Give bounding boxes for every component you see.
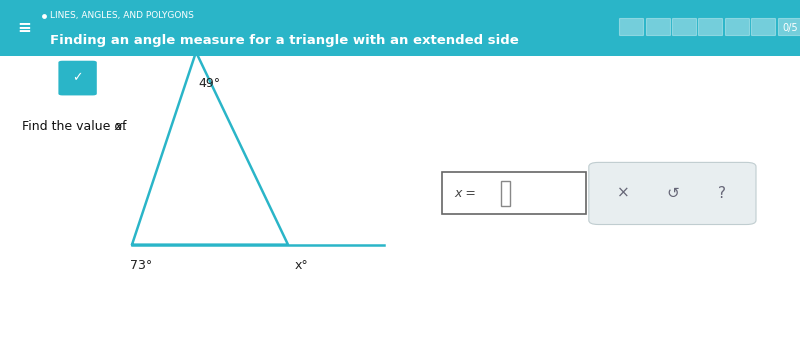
FancyBboxPatch shape bbox=[442, 172, 586, 214]
FancyBboxPatch shape bbox=[725, 18, 749, 35]
Text: LINES, ANGLES, AND POLYGONS: LINES, ANGLES, AND POLYGONS bbox=[50, 11, 194, 20]
FancyBboxPatch shape bbox=[0, 0, 800, 56]
Text: ≡: ≡ bbox=[18, 19, 31, 37]
Text: ✓: ✓ bbox=[72, 71, 83, 85]
Text: 0/5: 0/5 bbox=[782, 23, 798, 33]
FancyBboxPatch shape bbox=[698, 18, 722, 35]
Text: Finding an angle measure for a triangle with an extended side: Finding an angle measure for a triangle … bbox=[50, 34, 519, 47]
Text: ↺: ↺ bbox=[666, 186, 678, 201]
FancyBboxPatch shape bbox=[501, 180, 510, 206]
Text: 73°: 73° bbox=[130, 259, 152, 272]
FancyBboxPatch shape bbox=[589, 162, 756, 225]
Text: 49°: 49° bbox=[198, 77, 221, 90]
FancyBboxPatch shape bbox=[751, 18, 775, 35]
FancyBboxPatch shape bbox=[646, 18, 670, 35]
FancyBboxPatch shape bbox=[672, 18, 696, 35]
FancyBboxPatch shape bbox=[619, 18, 643, 35]
FancyBboxPatch shape bbox=[58, 61, 97, 95]
Text: Find the value of: Find the value of bbox=[22, 120, 131, 133]
FancyBboxPatch shape bbox=[778, 18, 800, 35]
Text: x°: x° bbox=[294, 259, 308, 272]
Text: ?: ? bbox=[718, 186, 726, 201]
Text: ×: × bbox=[617, 186, 630, 201]
Text: .: . bbox=[122, 120, 126, 133]
Text: x =: x = bbox=[454, 187, 480, 200]
Text: x: x bbox=[114, 120, 122, 133]
